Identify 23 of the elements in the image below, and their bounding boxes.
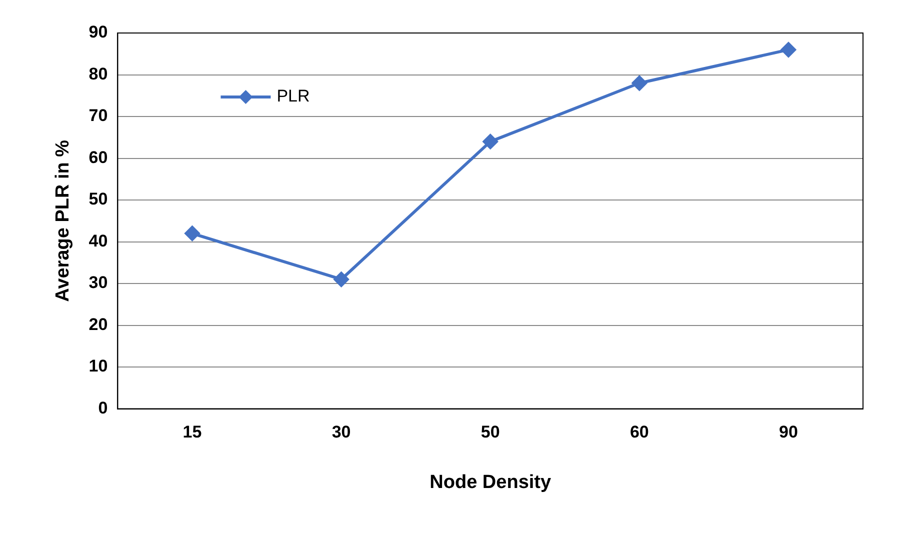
x-tick-label: 50 [480, 422, 500, 442]
x-axis-title: Node Density [430, 472, 552, 493]
point [334, 272, 349, 287]
x-tick-label: 60 [630, 422, 649, 442]
x-tick-label: 90 [779, 422, 798, 442]
y-tick-label: 90 [88, 22, 108, 42]
y-tick-label: 40 [88, 231, 108, 250]
x-tick-label: 15 [182, 422, 202, 442]
point [482, 134, 498, 150]
x-tick-label: 30 [332, 422, 351, 442]
point [780, 42, 796, 58]
y-tick-label: 80 [88, 64, 108, 84]
point [632, 76, 647, 91]
legend-label: PLR [276, 86, 310, 106]
y-tick-label: 50 [88, 190, 108, 209]
y-axis-title: Average PLR in % [52, 140, 74, 302]
y-tick-label: 60 [88, 148, 108, 167]
point [184, 226, 200, 241]
y-tick-label: 0 [98, 398, 108, 418]
y-tick-label: 70 [88, 106, 108, 126]
y-tick-label: 10 [88, 356, 108, 376]
y-tick-label: 20 [88, 314, 108, 334]
y-tick-label: 30 [88, 273, 108, 292]
